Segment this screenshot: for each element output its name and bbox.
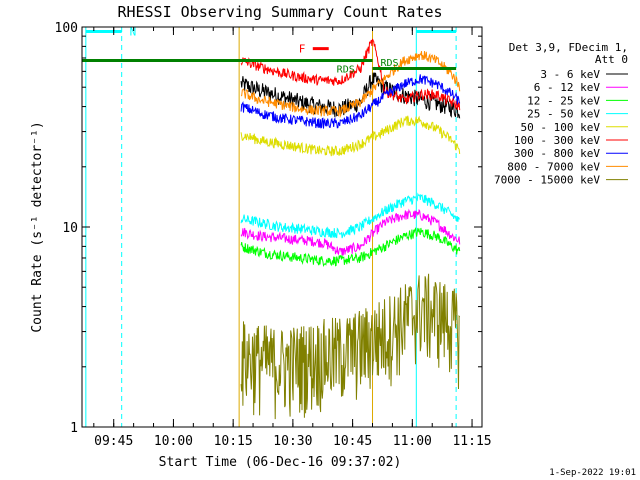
series-line-4 — [240, 115, 461, 157]
legend-label-0: 3 - 6 keV — [540, 68, 600, 81]
legend-label-5: 100 - 300 keV — [514, 134, 600, 147]
series-line-6 — [240, 74, 461, 129]
legend-label-1: 6 - 12 keV — [534, 81, 601, 94]
x-tick-label-2: 10:15 — [214, 434, 253, 449]
x-axis-label: Start Time (06-Dec-16 09:37:02) — [159, 455, 402, 470]
series-line-8 — [240, 273, 461, 420]
x-tick-label-0: 09:45 — [94, 434, 133, 449]
axes: 09:45 10:00 10:15 10:30 10:45 11:00 11:15 1 10 10… — [55, 21, 492, 449]
series-line-2 — [240, 227, 461, 268]
y-tick-label-0: 1 — [70, 421, 78, 436]
plot-area: N F RDS RDS — [82, 25, 461, 427]
x-tick-label-6: 11:15 — [452, 434, 491, 449]
y-tick-label-1: 10 — [62, 221, 78, 236]
flag-label-1: F — [299, 43, 306, 56]
annotation-1: RDS — [380, 58, 398, 69]
legend-label-2: 12 - 25 keV — [527, 94, 600, 107]
series-line-0 — [240, 72, 461, 119]
series-line-5 — [240, 38, 461, 111]
x-tick-label-1: 10:00 — [154, 434, 193, 449]
legend-label-7: 800 - 7000 keV — [507, 160, 600, 173]
series-line-1 — [240, 208, 461, 256]
legend-label-6: 300 - 800 keV — [514, 147, 600, 160]
legend-label-3: 25 - 50 keV — [527, 108, 600, 121]
x-tick-label-4: 10:45 — [333, 434, 372, 449]
y-axis-label: Count Rate (s⁻¹ detector⁻¹) — [30, 121, 45, 332]
legend-header-0: Det 3,9, FDecim 1, — [509, 41, 628, 54]
x-tick-label-3: 10:30 — [273, 434, 312, 449]
y-tick-label-2: 100 — [55, 21, 78, 36]
flag-label-0: N — [130, 25, 137, 38]
series-line-7 — [240, 51, 461, 119]
legend-header-1: Att 0 — [595, 53, 628, 66]
legend-label-4: 50 - 100 keV — [521, 121, 601, 134]
footer-timestamp: 1-Sep-2022 19:01 — [549, 468, 636, 478]
x-tick-label-5: 11:00 — [393, 434, 432, 449]
chart-title: RHESSI Observing Summary Count Rates — [117, 3, 442, 21]
annotation-0: RDS — [337, 65, 355, 76]
legend-label-8: 7000 - 15000 keV — [494, 174, 600, 187]
series-line-3 — [240, 192, 461, 239]
